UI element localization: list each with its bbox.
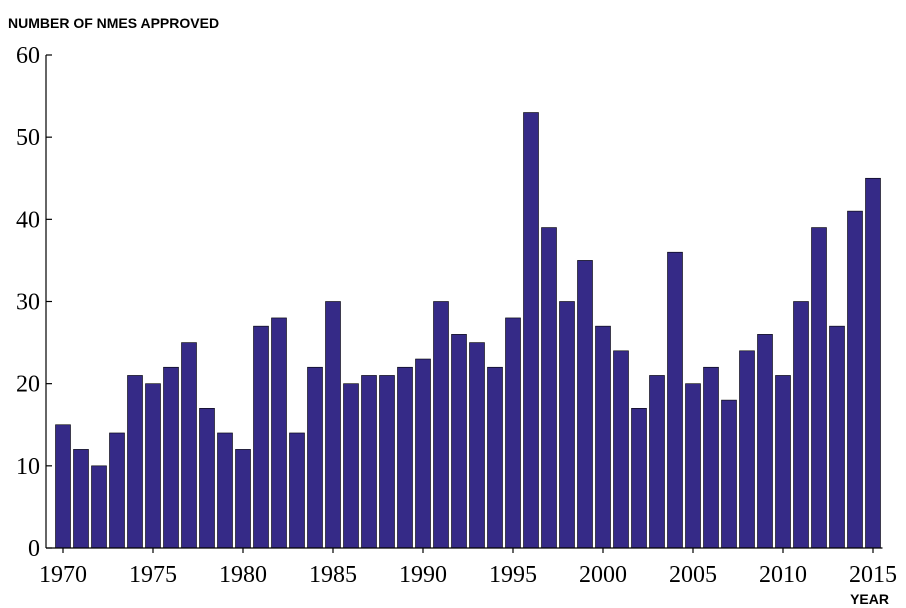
bar-1990 <box>415 358 431 549</box>
y-axis-label: NUMBER OF NMES APPROVED <box>8 15 219 31</box>
bar-1974 <box>127 375 143 549</box>
bar-1985 <box>325 301 341 549</box>
bar-1989 <box>397 366 413 549</box>
x-tick-label-1990: 1990 <box>399 562 447 588</box>
x-tick-label-2000: 2000 <box>579 562 627 588</box>
bar-1975 <box>145 383 161 549</box>
bar-1991 <box>433 301 449 549</box>
bar-1988 <box>379 375 395 549</box>
bar-1982 <box>271 317 287 549</box>
bar-1993 <box>469 342 485 549</box>
y-tick-label-20: 20 <box>16 372 40 398</box>
y-tick-label-10: 10 <box>16 454 40 480</box>
bar-2013 <box>829 325 845 549</box>
bar-1986 <box>343 383 359 549</box>
ticks-group: 0 10 20 30 40 50 60 1970 1975 1980 1985 1990 1995 200… <box>16 43 897 588</box>
bar-2006 <box>703 366 719 549</box>
bar-2004 <box>667 251 683 549</box>
bar-1979 <box>217 432 233 549</box>
x-tick-label-1975: 1975 <box>129 562 177 588</box>
bar-2002 <box>631 408 647 549</box>
bar-1994 <box>487 366 503 549</box>
bar-1978 <box>199 408 215 549</box>
bar-2007 <box>721 399 737 549</box>
bar-1996 <box>523 112 539 549</box>
y-tick-label-0: 0 <box>28 536 40 562</box>
x-tick-label-1995: 1995 <box>489 562 537 588</box>
bar-2010 <box>775 375 791 549</box>
bar-2014 <box>847 210 863 549</box>
bar-1970 <box>55 424 71 549</box>
bar-2012 <box>811 227 827 549</box>
bar-1981 <box>253 325 269 549</box>
bar-2000 <box>595 325 611 549</box>
bar-1971 <box>73 449 89 549</box>
bar-1976 <box>163 366 179 549</box>
y-tick-label-60: 60 <box>16 43 40 69</box>
bar-2001 <box>613 350 629 549</box>
bar-1983 <box>289 432 305 549</box>
x-tick-label-2010: 2010 <box>759 562 807 588</box>
x-tick-label-1970: 1970 <box>39 562 87 588</box>
x-tick-label-2015: 2015 <box>849 562 897 588</box>
bar-2015 <box>865 177 881 549</box>
bar-1984 <box>307 366 323 549</box>
x-tick-label-2005: 2005 <box>669 562 717 588</box>
bar-1980 <box>235 449 251 549</box>
bars-group <box>55 112 881 549</box>
bar-2011 <box>793 301 809 549</box>
bar-1973 <box>109 432 125 549</box>
x-axis-label: YEAR <box>850 591 889 607</box>
bar-1998 <box>559 301 575 549</box>
bar-2005 <box>685 383 701 549</box>
bar-1977 <box>181 342 197 549</box>
bar-2009 <box>757 334 773 549</box>
y-tick-label-40: 40 <box>16 207 40 233</box>
y-tick-label-30: 30 <box>16 290 40 316</box>
bar-1995 <box>505 317 521 549</box>
bar-1997 <box>541 227 557 549</box>
bar-2003 <box>649 375 665 549</box>
bar-2008 <box>739 350 755 549</box>
x-tick-label-1985: 1985 <box>309 562 357 588</box>
bar-1992 <box>451 334 467 549</box>
bar-1999 <box>577 260 593 549</box>
bar-1987 <box>361 375 377 549</box>
bar-1972 <box>91 465 107 549</box>
x-tick-label-1980: 1980 <box>219 562 267 588</box>
y-tick-label-50: 50 <box>16 125 40 151</box>
